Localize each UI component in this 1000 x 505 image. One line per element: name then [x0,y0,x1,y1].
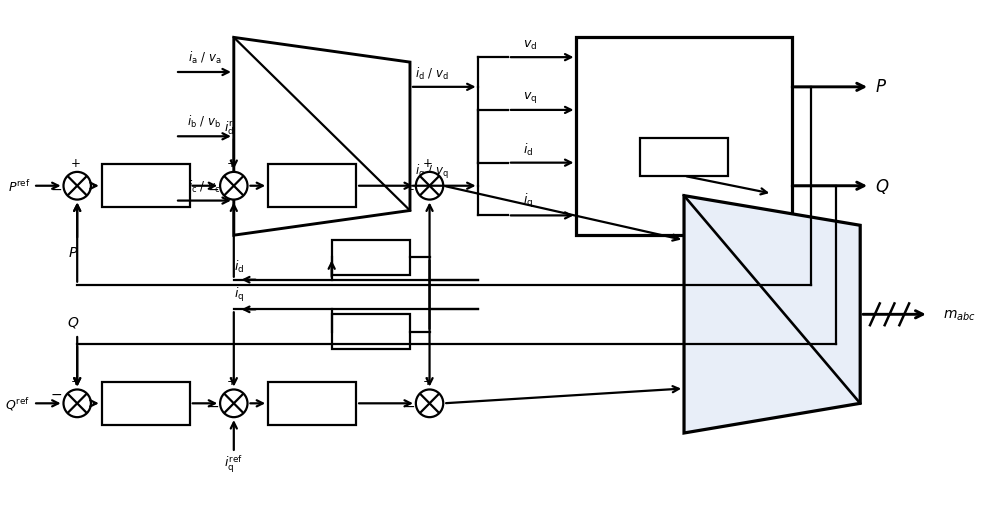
Bar [640,139,728,176]
Text: −: − [51,182,63,196]
Text: $\theta$: $\theta$ [777,169,788,184]
Bar [102,165,190,208]
Text: +: + [70,374,80,387]
Text: 计算模块: 计算模块 [666,149,702,164]
Text: $v_{\rm d}$: $v_{\rm d}$ [523,39,537,52]
Text: −: − [207,399,219,414]
Text: $i_{\rm q}\ /\ v_{\rm q}$: $i_{\rm q}\ /\ v_{\rm q}$ [415,163,449,180]
Circle shape [416,173,443,200]
Text: $H_i(s)$: $H_i(s)$ [297,395,327,412]
Text: $i_{\rm c}\ /\ v_{\rm c}$: $i_{\rm c}\ /\ v_{\rm c}$ [188,178,221,194]
Text: +: + [423,374,433,387]
Bar [576,38,792,236]
Text: abc: abc [712,370,744,387]
Text: +: + [70,157,80,170]
Text: −: − [207,182,219,196]
Text: $H_P(s)$: $H_P(s)$ [130,178,162,194]
Circle shape [220,173,248,200]
Text: −: − [403,399,415,414]
Polygon shape [234,38,410,236]
Text: $K_{id}$: $K_{id}$ [362,324,380,339]
Text: dq: dq [369,64,392,81]
Text: $K_{id}$: $K_{id}$ [362,250,380,266]
Text: $i_{\rm q}$: $i_{\rm q}$ [523,192,533,210]
Circle shape [63,390,91,417]
Text: +: + [423,157,433,170]
Bar [102,382,190,425]
Circle shape [416,390,443,417]
Text: $i_{\rm q}$: $i_{\rm q}$ [234,286,244,304]
Text: $v_{\rm q}$: $v_{\rm q}$ [523,90,537,105]
Text: +: + [227,157,237,170]
Text: $H_i(s)$: $H_i(s)$ [297,178,327,194]
Text: $i_{\rm a}\ /\ v_{\rm a}$: $i_{\rm a}\ /\ v_{\rm a}$ [188,50,221,66]
Text: $i_{\rm d}$: $i_{\rm d}$ [234,258,244,274]
Bar [268,382,356,425]
Text: $Q^{\rm ref}$: $Q^{\rm ref}$ [5,395,30,412]
Bar [332,315,410,349]
Text: abc: abc [252,188,284,205]
Text: $H_Q(s)$: $H_Q(s)$ [129,395,163,412]
Text: $Q$: $Q$ [67,315,79,329]
Bar [268,165,356,208]
Text: $i_{\rm d}$: $i_{\rm d}$ [523,141,533,158]
Text: $m_{abc}$: $m_{abc}$ [943,308,976,322]
Text: +: + [227,374,237,387]
Polygon shape [684,196,860,433]
Text: +: + [405,183,415,196]
Bar [332,241,410,275]
Text: $i_{\rm q}^{\rm ref}$: $i_{\rm q}^{\rm ref}$ [224,453,243,474]
Text: $P$: $P$ [68,245,78,260]
Text: $P^{\rm ref}$: $P^{\rm ref}$ [8,178,30,194]
Text: −: − [51,387,63,400]
Circle shape [63,173,91,200]
Text: $i_{\rm d}^{\rm ref}$: $i_{\rm d}^{\rm ref}$ [224,118,243,137]
Text: dq: dq [809,237,833,254]
Text: $i_{\rm b}\ /\ v_{\rm b}$: $i_{\rm b}\ /\ v_{\rm b}$ [187,114,222,130]
Text: 瞬时功率: 瞬时功率 [666,110,702,125]
Text: PLL: PLL [670,151,698,165]
Text: $i_{\rm d}\ /\ v_{\rm d}$: $i_{\rm d}\ /\ v_{\rm d}$ [415,66,449,82]
Text: $P$: $P$ [875,79,887,96]
Circle shape [220,390,248,417]
Text: $Q$: $Q$ [875,177,889,196]
